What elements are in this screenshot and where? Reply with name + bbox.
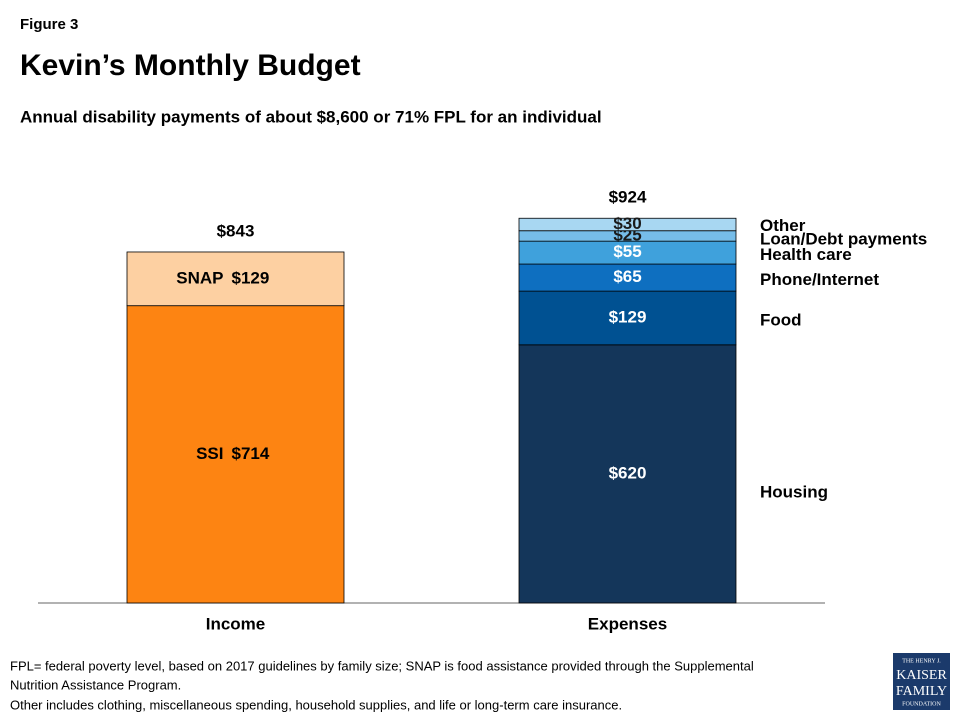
legend-label: Other bbox=[760, 216, 806, 235]
total-label: $843 bbox=[217, 221, 255, 240]
value-label: $129 bbox=[232, 268, 270, 287]
legend-label: Loan/Debt payments bbox=[760, 229, 927, 248]
chart-subtitle: Annual disability payments of about $8,6… bbox=[20, 107, 602, 126]
logo-text: FOUNDATION bbox=[902, 701, 941, 707]
legend-label: Health care bbox=[760, 245, 852, 264]
logo-box bbox=[893, 653, 950, 710]
logo-text: KAISER bbox=[896, 668, 947, 683]
series-name: SNAP bbox=[176, 268, 223, 287]
logo-text: THE HENRY J. bbox=[902, 658, 941, 664]
bar-segment bbox=[518, 290, 737, 346]
bar-segment bbox=[518, 217, 737, 232]
bar-segment bbox=[126, 305, 345, 604]
figure-label: Figure 3 bbox=[20, 16, 78, 33]
legend-label: Housing bbox=[760, 482, 828, 501]
chart-title: Kevin’s Monthly Budget bbox=[20, 49, 361, 82]
value-label: $714 bbox=[232, 444, 270, 463]
total-label: $924 bbox=[609, 188, 647, 207]
legend-label: Food bbox=[760, 310, 802, 329]
value-label: $65 bbox=[613, 267, 641, 286]
value-label: $30 bbox=[613, 214, 641, 233]
bar-segment bbox=[518, 263, 737, 292]
logo-text: FAMILY bbox=[896, 684, 947, 699]
bar-segment bbox=[518, 344, 737, 604]
value-label: $129 bbox=[609, 307, 647, 326]
bar-segment bbox=[126, 251, 345, 307]
x-tick-label: Expenses bbox=[588, 614, 667, 633]
series-name: SSI bbox=[196, 444, 223, 463]
footnote: Nutrition Assistance Program. bbox=[10, 677, 181, 692]
footnote: Other includes clothing, miscellaneous s… bbox=[10, 697, 622, 712]
legend-label: Phone/Internet bbox=[760, 270, 879, 289]
footnote: FPL= federal poverty level, based on 201… bbox=[10, 658, 754, 673]
value-label: $55 bbox=[613, 242, 641, 261]
value-label: $620 bbox=[609, 463, 647, 482]
x-tick-label: Income bbox=[206, 614, 266, 633]
